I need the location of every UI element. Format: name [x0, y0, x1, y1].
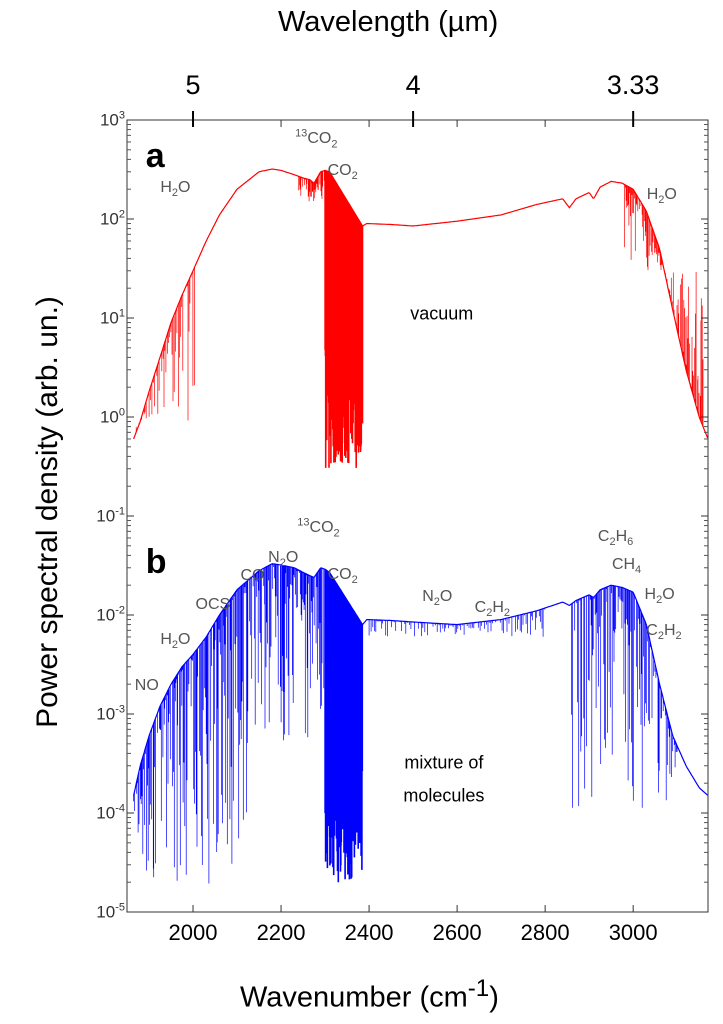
annotation-b: N2O	[422, 587, 453, 608]
panel-label-b: b	[145, 542, 167, 581]
annotation-a: H2O	[160, 179, 191, 200]
top-tick-label: 3.33	[606, 70, 660, 100]
annotation-b: molecules	[403, 785, 485, 806]
annotation-b: C2H2	[646, 621, 682, 642]
annotation-a: CO2	[327, 161, 358, 182]
y-axis-title: Power spectral density (arb. un.)	[31, 296, 64, 728]
annotation-b: 13CO2	[297, 517, 340, 540]
x-tick-label: 2000	[168, 920, 218, 945]
y-tick-label: 10-2	[96, 604, 125, 625]
absorption-band-a-2	[324, 170, 364, 468]
x-tick-label: 3000	[608, 920, 658, 945]
y-tick-label: 102	[99, 208, 125, 229]
annotation-b: NO	[134, 677, 159, 695]
annotation-a: 13CO2	[295, 127, 338, 150]
annotation-b: N2O	[268, 548, 299, 569]
y-tick-label: 10-3	[96, 703, 125, 724]
annotation-b: mixture of	[404, 752, 484, 773]
y-tick-label: 101	[99, 307, 125, 328]
annotation-b: H2O	[644, 586, 675, 607]
absorption-band-a-1	[298, 170, 326, 202]
y-tick-label: 10-1	[96, 505, 125, 526]
top-tick-label: 5	[185, 70, 201, 100]
x-tick-label: 2600	[432, 920, 482, 945]
x-tick-label: 2200	[256, 920, 306, 945]
y-tick-label: 100	[99, 406, 125, 427]
absorption-band-b-2	[324, 569, 364, 883]
annotation-a: vacuum	[410, 303, 474, 324]
annotation-b: C2H2	[474, 598, 510, 620]
annotation-b: CO2	[327, 565, 358, 586]
annotation-b: CO	[240, 566, 265, 584]
top-axis-title: Wavelength (µm)	[278, 6, 499, 38]
absorption-band-a-3	[624, 184, 704, 427]
x-tick-label: 2800	[520, 920, 570, 945]
annotation-b: OCS	[195, 596, 231, 614]
absorption-band-b-3	[368, 608, 546, 637]
annotation-b: H2O	[160, 630, 191, 651]
series-b-envelope	[133, 563, 708, 796]
absorption-band-b-1	[254, 563, 325, 741]
y-tick-label: 103	[99, 109, 125, 130]
absorption-band-a-0	[134, 267, 195, 435]
absorption-band-b-0	[133, 574, 255, 884]
y-tick-label: 10-4	[96, 802, 125, 823]
panel-label-a: a	[145, 137, 165, 176]
series-a-envelope	[133, 168, 709, 440]
y-tick-label: 10-5	[96, 901, 125, 922]
annotation-b: CH4	[611, 556, 642, 577]
x-tick-label: 2400	[344, 920, 394, 945]
top-tick-label: 4	[405, 70, 421, 100]
annotation-a: H2O	[646, 186, 677, 207]
x-axis-title: Wavenumber (cm-1)	[240, 975, 499, 1014]
absorption-band-b-4	[571, 585, 678, 808]
annotation-b: C2H6	[597, 527, 634, 549]
